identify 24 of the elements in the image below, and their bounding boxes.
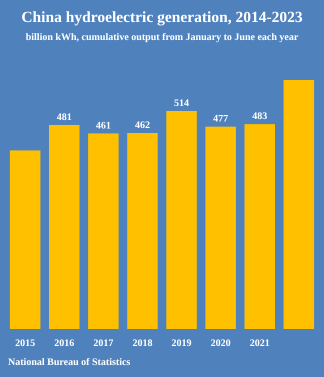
x-tick-label: 2016 <box>54 338 74 349</box>
bar <box>88 133 119 329</box>
data-label: 483 <box>252 111 268 122</box>
x-tick-label: 2019 <box>172 338 192 349</box>
data-label: 461 <box>96 120 111 132</box>
x-tick-label: 2021 <box>250 338 270 349</box>
bar <box>49 124 80 329</box>
data-label: 477 <box>213 114 228 125</box>
bar <box>127 133 158 329</box>
data-label: 514 <box>174 98 190 109</box>
data-label: 481 <box>56 112 72 123</box>
text: National Bureau of Statistics <box>8 357 130 368</box>
data-label: 462 <box>134 120 150 132</box>
x-tick-label: 2020 <box>210 338 231 349</box>
x-tick-label: 2017 <box>93 338 114 349</box>
bar <box>10 150 40 329</box>
bar <box>244 124 275 329</box>
chart-subtitle: billion kWh, cumulative output from January to June each year <box>26 32 299 43</box>
bar <box>205 126 236 329</box>
bar <box>284 80 314 329</box>
bar <box>166 110 197 329</box>
chart-title: China hydroelectric generation, 2014-2023 <box>21 9 303 26</box>
x-tick-label: 2015 <box>15 338 36 349</box>
x-tick-label: 2018 <box>132 338 152 349</box>
